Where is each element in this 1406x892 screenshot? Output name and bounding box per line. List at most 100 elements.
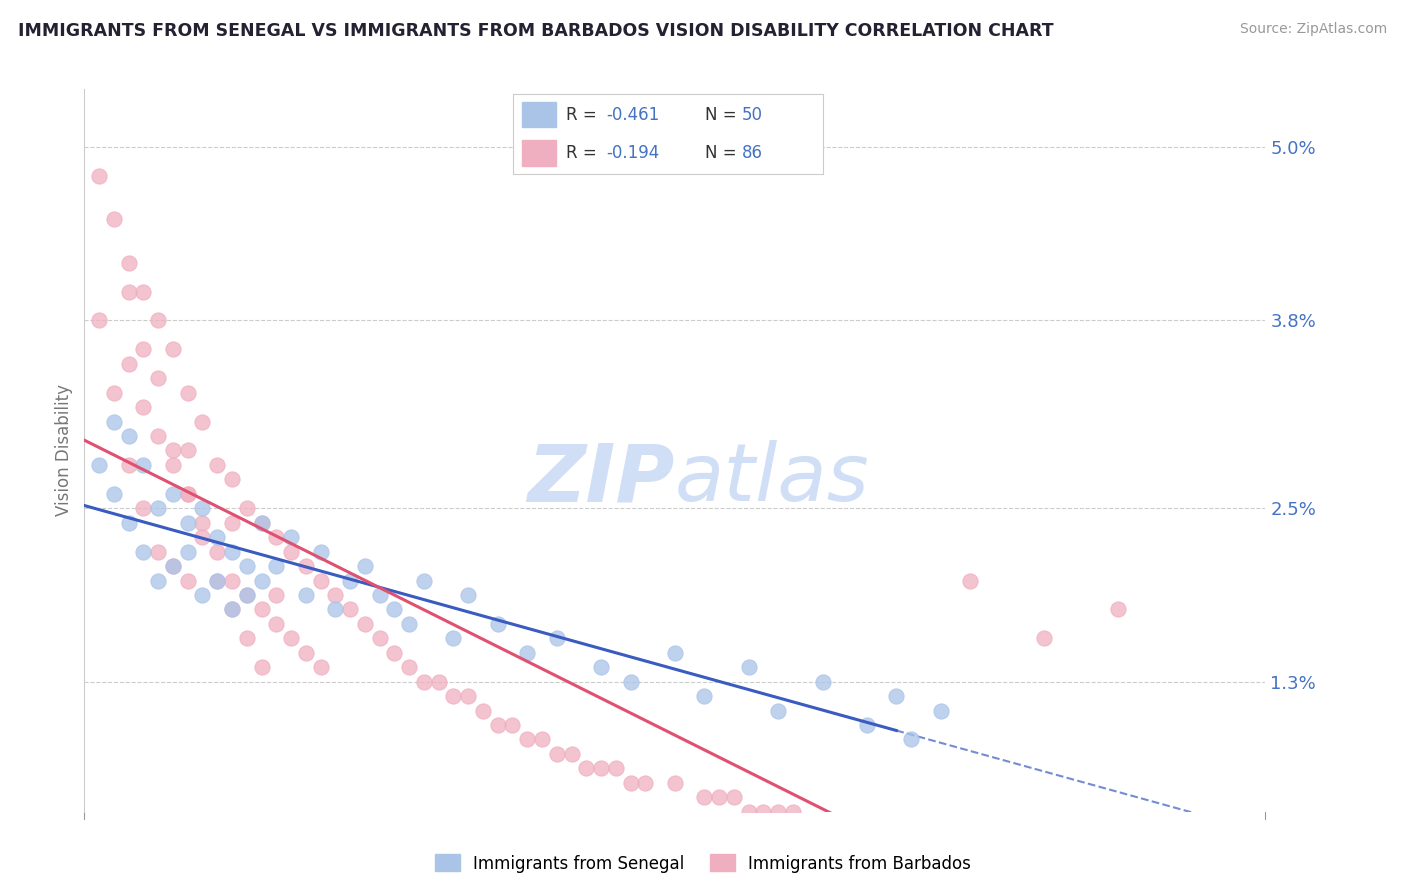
Point [177, 487, 200, 501]
Point [738, 660, 761, 674]
Point [132, 501, 155, 516]
Point [177, 516, 200, 530]
Point [162, 559, 184, 574]
Point [221, 516, 243, 530]
Text: Source: ZipAtlas.com: Source: ZipAtlas.com [1240, 22, 1388, 37]
Point [162, 343, 184, 357]
Point [264, 588, 288, 602]
Point [191, 530, 214, 544]
Point [723, 790, 745, 805]
Point [516, 732, 538, 747]
Point [768, 805, 790, 819]
Point [235, 588, 259, 602]
Point [959, 574, 981, 588]
Point [339, 602, 361, 616]
Point [87, 313, 111, 327]
Point [118, 429, 141, 443]
Point [221, 472, 243, 486]
Point [709, 790, 731, 805]
Point [207, 574, 229, 588]
Point [221, 602, 243, 616]
Point [486, 616, 509, 631]
Point [738, 805, 761, 819]
Point [502, 718, 524, 732]
Point [148, 501, 170, 516]
Point [250, 516, 273, 530]
Point [103, 385, 125, 400]
Point [177, 574, 200, 588]
Text: 86: 86 [742, 145, 763, 162]
Point [325, 602, 347, 616]
Point [811, 674, 834, 689]
Point [443, 689, 465, 703]
Point [309, 574, 332, 588]
Point [309, 660, 332, 674]
Text: 50: 50 [742, 105, 763, 123]
Point [264, 616, 288, 631]
Point [235, 588, 259, 602]
Point [221, 544, 243, 558]
Point [531, 732, 554, 747]
Text: N =: N = [704, 145, 742, 162]
Point [295, 588, 318, 602]
Point [118, 357, 141, 371]
Point [591, 660, 613, 674]
Point [250, 602, 273, 616]
Point [664, 776, 686, 790]
Point [221, 574, 243, 588]
Point [634, 776, 657, 790]
Point [87, 169, 111, 183]
Point [148, 313, 170, 327]
Point [929, 704, 952, 718]
Bar [523, 140, 557, 166]
Point [900, 732, 922, 747]
Point [118, 255, 141, 269]
Point [619, 674, 641, 689]
Point [295, 646, 318, 660]
Point [664, 646, 686, 660]
Point [384, 602, 406, 616]
Point [413, 574, 436, 588]
Point [368, 632, 391, 646]
Point [132, 343, 155, 357]
Point [221, 602, 243, 616]
Point [235, 501, 259, 516]
Point [1033, 632, 1056, 646]
Point [264, 530, 288, 544]
Point [280, 530, 302, 544]
Point [486, 718, 509, 732]
Point [605, 761, 627, 775]
Point [354, 559, 377, 574]
Point [561, 747, 583, 761]
Point [693, 689, 716, 703]
Text: R =: R = [565, 145, 602, 162]
Point [855, 718, 877, 732]
Point [191, 501, 214, 516]
Point [207, 544, 229, 558]
Text: -0.461: -0.461 [606, 105, 659, 123]
Point [177, 487, 200, 501]
Point [191, 516, 214, 530]
Point [886, 689, 908, 703]
Point [811, 819, 834, 833]
Point [103, 487, 125, 501]
Point [162, 559, 184, 574]
Point [457, 689, 479, 703]
Point [103, 212, 125, 227]
Point [398, 660, 420, 674]
Y-axis label: Vision Disability: Vision Disability [55, 384, 73, 516]
Text: IMMIGRANTS FROM SENEGAL VS IMMIGRANTS FROM BARBADOS VISION DISABILITY CORRELATIO: IMMIGRANTS FROM SENEGAL VS IMMIGRANTS FR… [18, 22, 1054, 40]
Point [132, 285, 155, 299]
Point [118, 285, 141, 299]
Point [841, 819, 863, 833]
Point [398, 616, 420, 631]
Point [384, 646, 406, 660]
Point [591, 761, 613, 775]
Point [309, 544, 332, 558]
Point [752, 805, 775, 819]
Point [132, 458, 155, 472]
Point [443, 632, 465, 646]
Point [295, 559, 318, 574]
Point [782, 805, 804, 819]
Text: -0.194: -0.194 [606, 145, 659, 162]
